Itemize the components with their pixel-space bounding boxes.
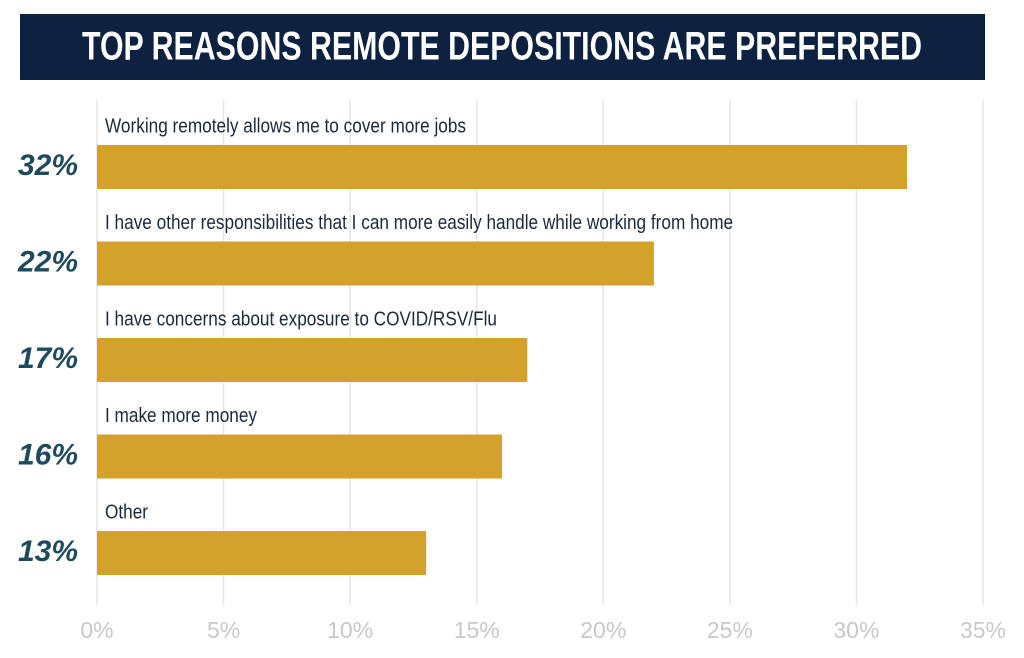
- x-tick-label: 5%: [207, 617, 240, 643]
- category-label: Other: [105, 501, 148, 523]
- x-tick-label: 15%: [454, 617, 500, 643]
- category-label: I have concerns about exposure to COVID/…: [105, 308, 497, 330]
- value-label: 32%: [18, 149, 78, 182]
- x-tick-label: 35%: [960, 617, 1006, 643]
- x-tick-label: 0%: [80, 617, 113, 643]
- x-tick-label: 30%: [833, 617, 879, 643]
- category-label: I make more money: [105, 405, 257, 427]
- value-label: 17%: [18, 342, 78, 375]
- value-label: 16%: [18, 438, 78, 471]
- value-label: 22%: [17, 245, 78, 278]
- x-tick-label: 25%: [707, 617, 753, 643]
- value-label: 13%: [18, 535, 78, 568]
- bar: [97, 531, 427, 575]
- bar: [97, 338, 528, 382]
- bar: [97, 241, 654, 286]
- bar: [97, 145, 908, 189]
- category-label: I have other responsibilities that I can…: [105, 212, 733, 234]
- bar: [97, 434, 503, 479]
- category-label: Working remotely allows me to cover more…: [105, 115, 466, 137]
- x-tick-label: 20%: [580, 617, 626, 643]
- chart-title: TOP REASONS REMOTE DEPOSITIONS ARE PREFE…: [82, 25, 922, 69]
- title-banner: [20, 14, 985, 80]
- x-tick-label: 10%: [327, 617, 373, 643]
